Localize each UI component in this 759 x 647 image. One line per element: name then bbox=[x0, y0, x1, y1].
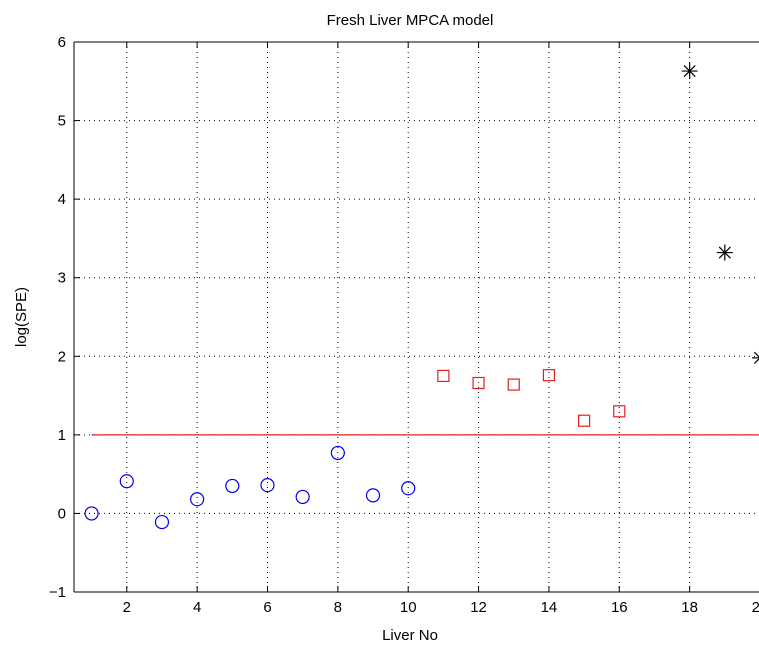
y-tick-label: −1 bbox=[49, 584, 66, 601]
x-tick-label: 10 bbox=[400, 599, 417, 616]
x-axis-label: Liver No bbox=[382, 627, 438, 644]
asterisk-stroke bbox=[718, 246, 731, 259]
data-point-asterisk bbox=[752, 351, 759, 364]
asterisk-stroke bbox=[683, 64, 696, 78]
data-point-circle bbox=[365, 488, 381, 503]
data-marks bbox=[84, 63, 759, 530]
data-point-square bbox=[578, 414, 591, 427]
y-tick-label: 2 bbox=[58, 348, 66, 365]
y-tick-label: 0 bbox=[58, 505, 66, 522]
asterisk-stroke bbox=[753, 358, 759, 364]
data-point-square bbox=[437, 369, 450, 383]
data-point-circle bbox=[190, 492, 205, 507]
y-tick-label: 4 bbox=[58, 191, 66, 208]
chart-title: Fresh Liver MPCA model bbox=[327, 12, 494, 29]
data-point-square bbox=[542, 369, 556, 382]
x-tick-label: 12 bbox=[470, 599, 487, 616]
y-tick-label: 1 bbox=[58, 427, 66, 444]
x-tick-label: 4 bbox=[193, 599, 201, 616]
y-tick-label: 3 bbox=[58, 270, 66, 287]
x-tick-label: 16 bbox=[611, 599, 628, 616]
data-point-square bbox=[472, 376, 485, 390]
data-point-circle bbox=[260, 478, 275, 493]
grid-lines bbox=[74, 42, 759, 592]
y-tick-label: 6 bbox=[58, 34, 66, 51]
data-point-circle bbox=[401, 481, 416, 496]
data-point-circle bbox=[154, 514, 170, 530]
data-point-circle bbox=[84, 506, 99, 521]
x-tick-label: 20 bbox=[752, 599, 759, 616]
data-point-asterisk bbox=[681, 63, 698, 80]
x-tick-label: 6 bbox=[263, 599, 271, 616]
x-tick-label: 8 bbox=[334, 599, 342, 616]
x-axis-ticks: 2 4 6 8 10 12 14 16 18 20 bbox=[123, 42, 759, 616]
data-point-square bbox=[507, 378, 520, 391]
y-tick-label: 5 bbox=[58, 113, 66, 130]
data-point-circle bbox=[225, 478, 240, 494]
y-axis-ticks: −1 0 1 2 3 4 5 6 bbox=[49, 34, 80, 601]
data-point-circle bbox=[330, 445, 345, 461]
data-point-square bbox=[613, 405, 626, 418]
y-axis-label: log(SPE) bbox=[13, 287, 30, 347]
data-point-circle bbox=[295, 489, 310, 505]
data-point-asterisk bbox=[716, 244, 733, 261]
x-tick-label: 2 bbox=[123, 599, 131, 616]
plot-area bbox=[74, 42, 759, 592]
plot-frame bbox=[73, 41, 759, 593]
data-point-circle bbox=[119, 474, 134, 489]
x-tick-label: 14 bbox=[541, 599, 558, 616]
x-tick-label: 18 bbox=[681, 599, 698, 616]
asterisk-stroke bbox=[753, 351, 759, 358]
